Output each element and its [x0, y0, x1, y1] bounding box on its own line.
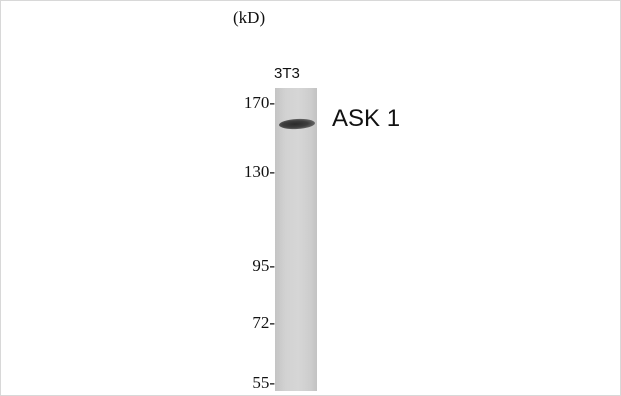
marker-95: 95- [252, 256, 275, 275]
molecular-weight-unit: (kD) [233, 8, 266, 27]
marker-72: 72- [252, 313, 275, 332]
lane-label-3t3: 3T3 [274, 65, 300, 82]
blot-lane-3t3 [275, 88, 317, 391]
marker-55: 55- [252, 373, 275, 392]
marker-170: 170- [243, 93, 275, 112]
marker-130: 130- [243, 162, 275, 181]
band-label-ask1: ASK 1 [332, 105, 401, 132]
